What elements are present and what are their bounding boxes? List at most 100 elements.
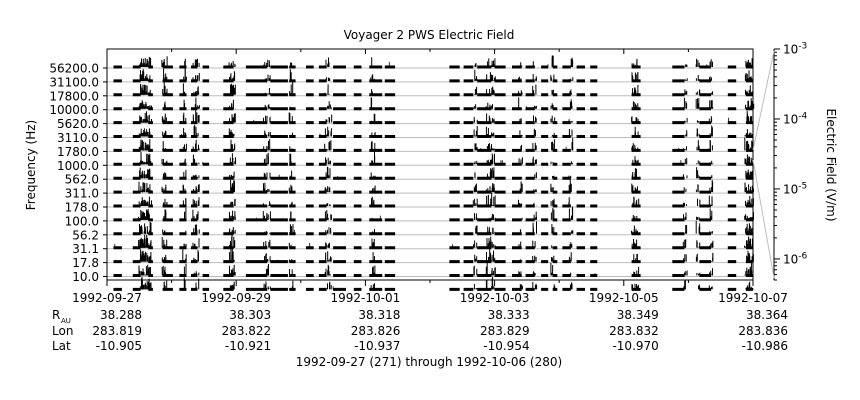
color-tick-label: 10-4 [783, 111, 808, 126]
burst [327, 62, 333, 290]
frequency-tick-label: 3110.0 [57, 131, 99, 145]
ephemeris-value: 38.333 [488, 308, 530, 322]
noise-speckle [480, 148, 486, 151]
ephemeris-label: R [52, 308, 60, 322]
ephemeris-value: 283.829 [480, 324, 530, 338]
noise-speckle [248, 119, 257, 220]
coverage-segment [552, 65, 558, 291]
coverage-segment [727, 65, 737, 291]
color-scale-axis: 10-3 10-4 10-5 10-6 [752, 42, 808, 281]
time-tick-label: 1992-09-27 [72, 291, 142, 305]
coverage-segment [699, 65, 711, 291]
ephemeris-value: 283.822 [222, 324, 272, 338]
color-connector [752, 159, 775, 279]
coverage-segment [525, 65, 535, 291]
y-axis-label: Frequency (Hz) [24, 120, 38, 211]
coverage-segment [369, 65, 383, 291]
time-tick-label: 1992-10-03 [460, 291, 530, 305]
noise-speckle [678, 148, 682, 165]
frequency-tick-label: 17800.0 [49, 89, 99, 103]
ephemeris-value: 283.832 [609, 324, 659, 338]
coverage-segment [477, 65, 492, 291]
burst [550, 55, 556, 290]
noise-speckle [277, 174, 284, 262]
coverage-segment [562, 65, 571, 291]
time-tick-label: 1992-09-29 [201, 291, 271, 305]
frequency-tick-label: 56200.0 [49, 62, 99, 76]
ephemeris-label: Lat [52, 339, 71, 353]
coverage-segment [318, 65, 327, 291]
frequency-tick-label: 10.0 [72, 270, 99, 284]
coverage-segment [162, 65, 173, 291]
frequency-tick-label: 17.8 [72, 256, 99, 270]
coverage-segment [541, 65, 549, 291]
noise-speckle [500, 160, 503, 165]
coverage-segment [449, 65, 460, 291]
frequency-tick-label: 56.2 [72, 228, 99, 242]
ephemeris-value: -10.937 [354, 339, 400, 353]
burst [695, 58, 701, 290]
frequency-tick-label: 1000.0 [57, 159, 99, 173]
coverage-segment [672, 65, 685, 291]
ephemeris-value: 38.303 [229, 308, 271, 322]
burst [568, 57, 574, 290]
coverage-segment [202, 65, 210, 291]
burst [288, 62, 294, 290]
coverage-segment [270, 65, 288, 291]
color-axis-label: Electric Field (V/m) [824, 108, 838, 221]
coverage-segment [223, 65, 234, 291]
frequency-tick-label: 31.1 [72, 242, 99, 256]
coverage-segment [333, 65, 346, 291]
coverage-segment [590, 65, 598, 291]
frequency-tick-label: 31100.0 [49, 75, 99, 89]
ephemeris-value: -10.970 [612, 339, 658, 353]
coverage-segment [353, 65, 362, 291]
burst [532, 61, 538, 290]
color-tick-label: 10-6 [783, 251, 808, 266]
grid-lines [107, 67, 753, 277]
ephemeris-value: -10.954 [483, 339, 529, 353]
coverage-segment [463, 65, 474, 291]
coverage-segment [384, 65, 396, 291]
frequency-axis: 56200.031100.017800.010000.05620.03110.0… [49, 62, 107, 284]
color-connector [752, 50, 775, 151]
ephemeris-label: Lon [52, 324, 73, 338]
color-tick-label: 10-5 [783, 181, 807, 196]
coverage-segment [132, 65, 141, 291]
noise-speckle [706, 64, 710, 151]
ephemeris-value: 38.364 [746, 308, 788, 322]
ephemeris-value: -10.986 [742, 339, 788, 353]
frequency-tick-label: 10000.0 [49, 103, 99, 117]
color-tick-label: 10-3 [783, 42, 807, 57]
ephemeris-value: -10.921 [225, 339, 271, 353]
burst [195, 58, 200, 290]
burst [472, 63, 478, 290]
noise-speckle [370, 77, 381, 220]
chart-title: Voyager 2 PWS Electric Field [344, 28, 515, 42]
frequency-tick-label: 100.0 [65, 214, 99, 228]
burst [162, 56, 168, 290]
ephemeris-value: 38.288 [100, 308, 142, 322]
ephemeris-value: 283.826 [351, 324, 401, 338]
burst [518, 62, 523, 290]
ephemeris-table: R AU 38.288 38.303 38.318 38.333 38.349 38.364 L… [52, 308, 788, 353]
ephemeris-value: 38.318 [358, 308, 400, 322]
burst [147, 56, 153, 290]
ephemeris-value: -10.905 [96, 339, 142, 353]
frequency-tick-label: 1780.0 [57, 145, 99, 159]
burst [634, 58, 640, 290]
time-range-caption: 1992-09-27 (271) through 1992-10-06 (280… [296, 355, 562, 369]
burst [631, 63, 636, 290]
burst [485, 58, 491, 290]
burst [708, 59, 714, 290]
burst [682, 64, 688, 290]
frequency-tick-label: 562.0 [65, 173, 99, 187]
burst [266, 59, 271, 290]
time-tick-label: 1992-10-01 [331, 291, 401, 305]
coverage-segment [113, 65, 122, 291]
frequency-tick-label: 5620.0 [57, 117, 99, 131]
burst [370, 57, 376, 290]
coverage-segment [576, 65, 585, 291]
time-axis: 1992-09-27 1992-09-29 1992-10-01 1992-10-03… [72, 49, 788, 305]
